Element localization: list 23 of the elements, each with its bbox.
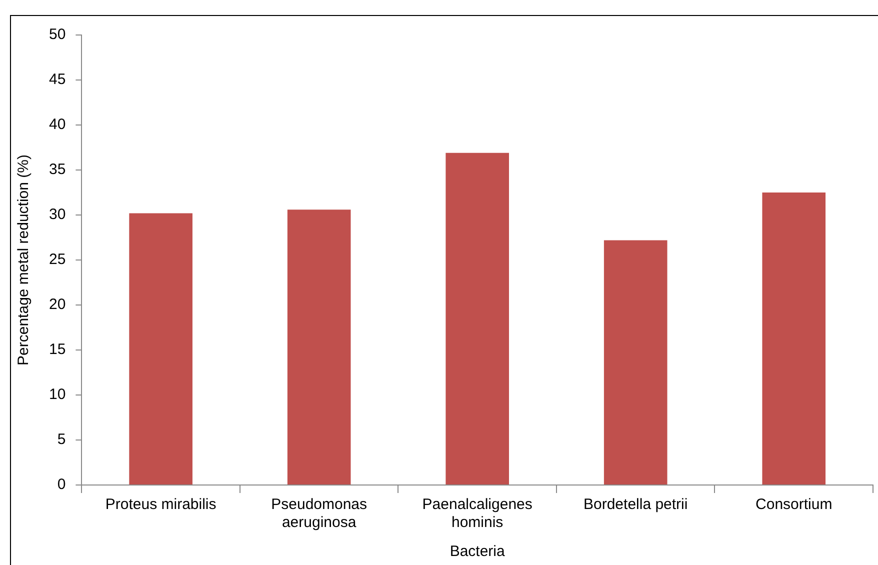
y-tick-label: 45 [48, 71, 66, 88]
x-tick-label: Pseudomonas aeruginosa [271, 496, 368, 532]
bar [287, 210, 351, 484]
y-tick-label: 5 [57, 431, 66, 448]
y-tick-label: 25 [48, 251, 66, 268]
x-tick-label: Paenalcaligenes hominis [422, 496, 532, 532]
x-axis-title: Bacteria [450, 543, 506, 560]
bar [604, 240, 668, 484]
y-tick-label: 15 [48, 341, 66, 358]
y-tick-label: 10 [48, 386, 66, 404]
y-tick-label: 20 [48, 296, 66, 314]
y-tick-label: 30 [48, 206, 66, 224]
bar [762, 192, 826, 484]
bar [446, 152, 509, 484]
y-axis-title: Percentage metal reduction (%) [15, 154, 32, 366]
x-tick-label: Consortium [756, 496, 832, 514]
y-tick-label: 50 [48, 26, 66, 44]
y-tick-label: 35 [48, 161, 66, 178]
bar [129, 213, 192, 484]
x-tick-label: Proteus mirabilis [105, 496, 216, 514]
y-tick-label: 0 [57, 476, 66, 494]
y-tick-label: 40 [48, 116, 66, 134]
x-tick-label: Bordetella petrii [583, 496, 688, 514]
